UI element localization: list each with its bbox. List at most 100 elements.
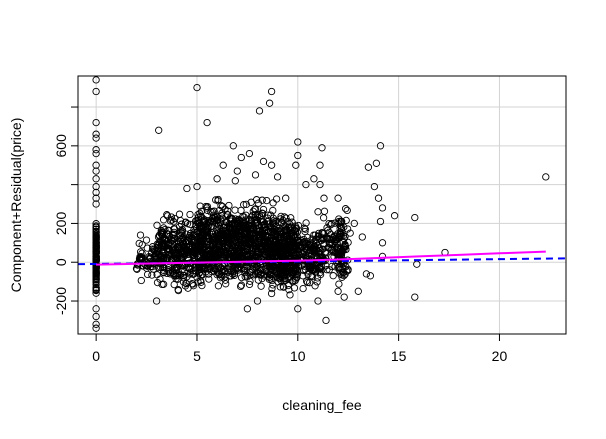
data-point <box>300 266 308 275</box>
data-point <box>202 202 210 211</box>
data-point <box>229 142 237 150</box>
data-point <box>318 144 326 152</box>
data-point <box>155 126 163 134</box>
data-point <box>92 324 100 332</box>
data-point <box>340 223 348 231</box>
data-point <box>92 225 100 233</box>
data-point <box>325 228 333 236</box>
data-point <box>328 262 336 271</box>
data-point <box>247 219 255 227</box>
data-point <box>411 293 419 301</box>
data-point <box>136 231 145 239</box>
data-point <box>171 214 179 223</box>
data-point <box>257 282 265 290</box>
data-point <box>362 270 371 278</box>
data-point <box>92 233 100 241</box>
data-point <box>258 231 267 240</box>
data-point <box>269 214 277 222</box>
data-point <box>253 250 261 259</box>
data-point <box>251 211 259 219</box>
data-point <box>253 248 262 256</box>
data-point <box>247 267 255 275</box>
data-point <box>195 263 204 272</box>
data-point <box>294 248 303 256</box>
data-point <box>163 269 171 278</box>
data-point <box>220 246 228 254</box>
data-point <box>253 297 262 305</box>
data-point <box>92 149 100 158</box>
data-point <box>163 212 172 220</box>
data-point <box>318 234 327 242</box>
data-point <box>196 209 204 218</box>
data-point <box>258 274 266 283</box>
data-point <box>260 270 268 279</box>
data-point <box>346 229 354 237</box>
data-point <box>174 275 182 283</box>
data-point <box>335 215 343 223</box>
data-point <box>92 320 100 328</box>
data-point <box>242 211 250 219</box>
data-point <box>92 161 100 169</box>
data-point <box>92 271 100 279</box>
data-point <box>193 83 201 92</box>
y-tick-label: 200 <box>53 212 69 236</box>
data-point <box>280 234 289 242</box>
data-point <box>288 223 296 231</box>
data-point <box>92 269 100 277</box>
axes: 0 5 10 15 20 -200 0 200 600 <box>53 106 508 364</box>
data-point <box>208 217 216 226</box>
linear-fit-line <box>77 257 567 266</box>
data-point <box>178 230 186 238</box>
data-point <box>336 249 344 258</box>
data-point <box>320 207 329 215</box>
data-point <box>198 245 207 253</box>
data-point <box>267 227 275 236</box>
data-point <box>209 235 217 244</box>
data-point <box>311 282 319 290</box>
data-point <box>314 297 322 305</box>
data-point <box>237 273 246 282</box>
data-point <box>329 272 337 280</box>
data-point <box>240 201 248 209</box>
data-point <box>298 243 307 251</box>
data-point <box>163 211 171 219</box>
data-point <box>92 200 100 208</box>
data-point <box>310 231 318 239</box>
data-point <box>161 236 170 245</box>
data-point <box>338 271 346 279</box>
data-point <box>92 146 100 154</box>
data-point <box>159 216 168 224</box>
smooth-fit-line <box>96 250 546 266</box>
data-point <box>336 228 344 236</box>
data-point <box>217 251 225 259</box>
x-tick-label: 20 <box>492 348 508 364</box>
data-point <box>284 274 292 282</box>
data-point <box>252 253 261 261</box>
data-point <box>243 273 251 281</box>
data-point <box>258 269 266 277</box>
data-point <box>276 233 284 242</box>
data-point <box>227 241 235 249</box>
data-point <box>243 305 252 313</box>
data-point <box>92 87 100 96</box>
data-point <box>189 280 197 288</box>
data-point <box>390 212 399 220</box>
data-point <box>197 278 205 286</box>
data-point <box>286 291 294 299</box>
data-point <box>322 262 330 270</box>
data-point <box>218 202 227 211</box>
data-point <box>292 161 300 169</box>
data-point <box>92 238 100 246</box>
data-point <box>226 260 234 268</box>
data-point <box>198 281 206 290</box>
data-point <box>227 263 235 271</box>
data-point <box>196 237 204 245</box>
data-point <box>245 149 254 158</box>
data-point <box>342 216 350 225</box>
data-point <box>170 280 178 289</box>
x-tick-label: 10 <box>290 348 306 364</box>
data-point <box>302 219 310 227</box>
data-point <box>259 240 267 248</box>
data-point <box>92 167 100 175</box>
data-point <box>173 264 182 272</box>
